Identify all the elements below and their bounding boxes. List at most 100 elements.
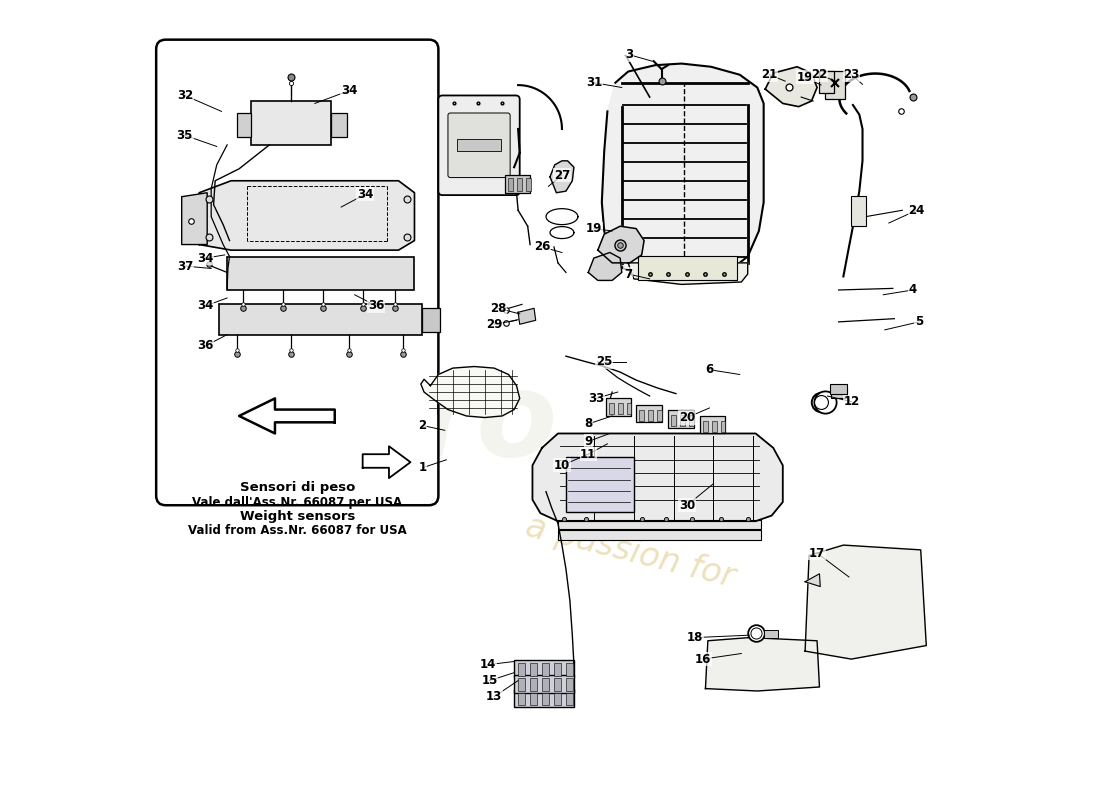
Bar [820,70,834,93]
Bar [530,693,537,706]
Bar [609,403,614,414]
Bar [851,196,866,226]
FancyBboxPatch shape [448,113,510,178]
Bar [606,398,631,416]
Bar [530,663,537,676]
Bar [627,403,631,414]
Bar [558,519,761,529]
Text: 34: 34 [356,188,373,201]
Text: 11: 11 [580,448,596,461]
Text: a passion for: a passion for [521,510,738,594]
Text: 4: 4 [909,283,917,297]
Bar [636,405,661,422]
Text: 19: 19 [585,222,602,235]
Text: 33: 33 [588,392,604,405]
Text: 3: 3 [626,48,634,62]
Bar [618,403,623,414]
Bar [554,678,561,691]
Text: euro: euro [255,366,558,482]
Bar [331,113,346,137]
Bar [558,530,761,539]
Text: 9: 9 [584,435,593,448]
Polygon shape [705,638,820,691]
Text: 2: 2 [418,419,427,432]
Text: 28: 28 [490,302,506,315]
Text: 36: 36 [368,299,384,313]
Bar [227,257,415,290]
Bar [236,113,251,137]
Polygon shape [766,66,817,106]
Bar [829,384,847,394]
Text: 19: 19 [796,70,813,84]
Bar [689,415,693,426]
Text: 34: 34 [341,84,358,97]
Polygon shape [199,181,415,250]
Text: 21: 21 [761,68,778,82]
Bar [638,257,737,281]
Polygon shape [182,193,207,245]
FancyBboxPatch shape [156,40,439,506]
Polygon shape [532,434,783,521]
Bar [508,178,513,191]
Text: 22: 22 [812,68,827,82]
Polygon shape [628,263,748,285]
Bar [456,139,502,151]
Text: 10: 10 [553,459,570,472]
Bar [657,410,661,421]
Text: 26: 26 [534,241,550,254]
Bar [518,693,526,706]
Bar [712,421,716,432]
Polygon shape [239,398,334,434]
Text: 20: 20 [679,411,695,424]
Bar [518,663,526,676]
Text: 34: 34 [197,299,213,313]
Bar [720,421,725,432]
Bar [514,660,574,678]
Polygon shape [805,545,926,659]
Text: 37: 37 [177,259,192,273]
Bar [700,416,725,434]
Text: 24: 24 [909,204,925,217]
Bar [514,690,574,707]
Polygon shape [518,308,536,324]
Polygon shape [602,63,763,282]
Text: 36: 36 [197,339,213,352]
Bar [830,389,847,398]
Bar [703,421,708,432]
Text: 23: 23 [844,68,859,82]
Text: 31: 31 [585,76,602,90]
Text: 12: 12 [844,395,859,408]
Text: 14: 14 [480,658,496,671]
Bar [648,410,652,421]
Text: 25: 25 [596,355,613,368]
Bar [526,178,531,191]
Text: 15: 15 [481,674,497,687]
Text: 8: 8 [584,418,593,430]
Text: Vale dall'Ass.Nr. 66087 per USA: Vale dall'Ass.Nr. 66087 per USA [192,495,403,509]
Text: 1: 1 [418,462,427,474]
Text: 13: 13 [486,690,503,703]
Polygon shape [363,446,410,478]
Polygon shape [597,226,645,263]
Polygon shape [588,253,621,281]
Text: 32: 32 [177,89,192,102]
Text: 29: 29 [486,318,503,330]
Bar [763,630,778,638]
Text: Valid from Ass.Nr. 66087 for USA: Valid from Ass.Nr. 66087 for USA [188,524,407,538]
Bar [530,678,537,691]
Bar [565,693,573,706]
Bar [554,693,561,706]
FancyBboxPatch shape [439,95,519,195]
Bar [671,415,676,426]
Bar [668,410,693,428]
Bar [542,693,549,706]
Bar [542,678,549,691]
Bar [514,675,574,693]
Polygon shape [421,366,519,418]
Text: 16: 16 [695,653,712,666]
Text: Sensori di peso: Sensori di peso [240,481,355,494]
Text: 30: 30 [679,498,695,512]
Bar [565,678,573,691]
Bar [251,101,331,145]
Text: 17: 17 [808,546,825,559]
